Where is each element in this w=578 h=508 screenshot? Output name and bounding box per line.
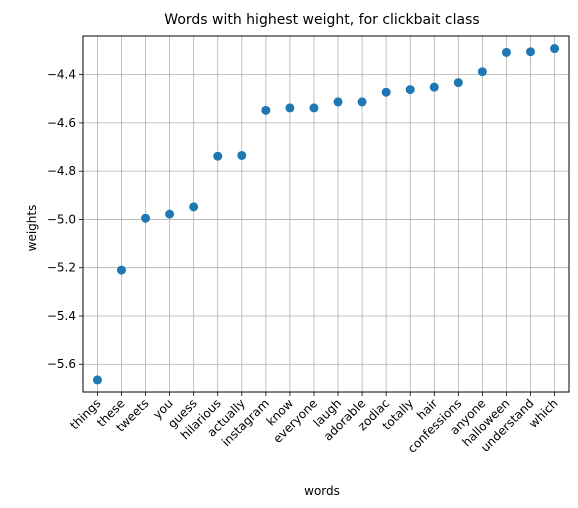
data-point-everyone — [309, 103, 319, 113]
y-tick-label: −5.2 — [47, 261, 76, 275]
data-point-hilarious — [213, 151, 223, 161]
data-point-totally — [405, 85, 415, 95]
data-point-anyone — [477, 67, 487, 77]
y-tick-label: −5.4 — [47, 309, 76, 323]
data-point-actually — [237, 150, 247, 160]
y-tick-label: −5.0 — [47, 212, 76, 226]
data-point-tweets — [141, 213, 151, 223]
data-point-laugh — [333, 97, 343, 107]
data-point-understand — [526, 47, 536, 57]
data-point-confessions — [453, 78, 463, 88]
data-point-things — [92, 375, 102, 385]
chart-title: Words with highest weight, for clickbait… — [164, 12, 479, 28]
data-point-which — [550, 44, 560, 54]
plot-area — [82, 35, 570, 393]
x-axis: thingsthesetweetsyouguesshilariousactual… — [67, 392, 561, 456]
data-point-adorable — [357, 97, 367, 107]
data-point-you — [165, 209, 175, 219]
y-tick-label: −4.4 — [47, 68, 76, 82]
data-point-these — [116, 265, 126, 275]
data-point-zodiac — [381, 87, 391, 97]
y-tick-label: −4.6 — [47, 116, 76, 130]
x-axis-label: words — [304, 484, 340, 498]
data-point-guess — [189, 202, 199, 212]
data-point-hair — [429, 82, 439, 92]
data-points — [92, 44, 560, 385]
grid-lines — [83, 36, 569, 392]
y-axis-label: weights — [25, 205, 39, 252]
data-point-halloween — [501, 47, 511, 57]
y-tick-label: −5.6 — [47, 357, 76, 371]
data-point-know — [285, 103, 295, 113]
data-point-instagram — [261, 105, 271, 115]
x-tick-label: things — [67, 396, 103, 432]
y-tick-label: −4.8 — [47, 164, 76, 178]
y-axis: −5.6 −5.4 −5.2 −5.0 −4.8 −4.6 −4.4 — [47, 68, 83, 371]
